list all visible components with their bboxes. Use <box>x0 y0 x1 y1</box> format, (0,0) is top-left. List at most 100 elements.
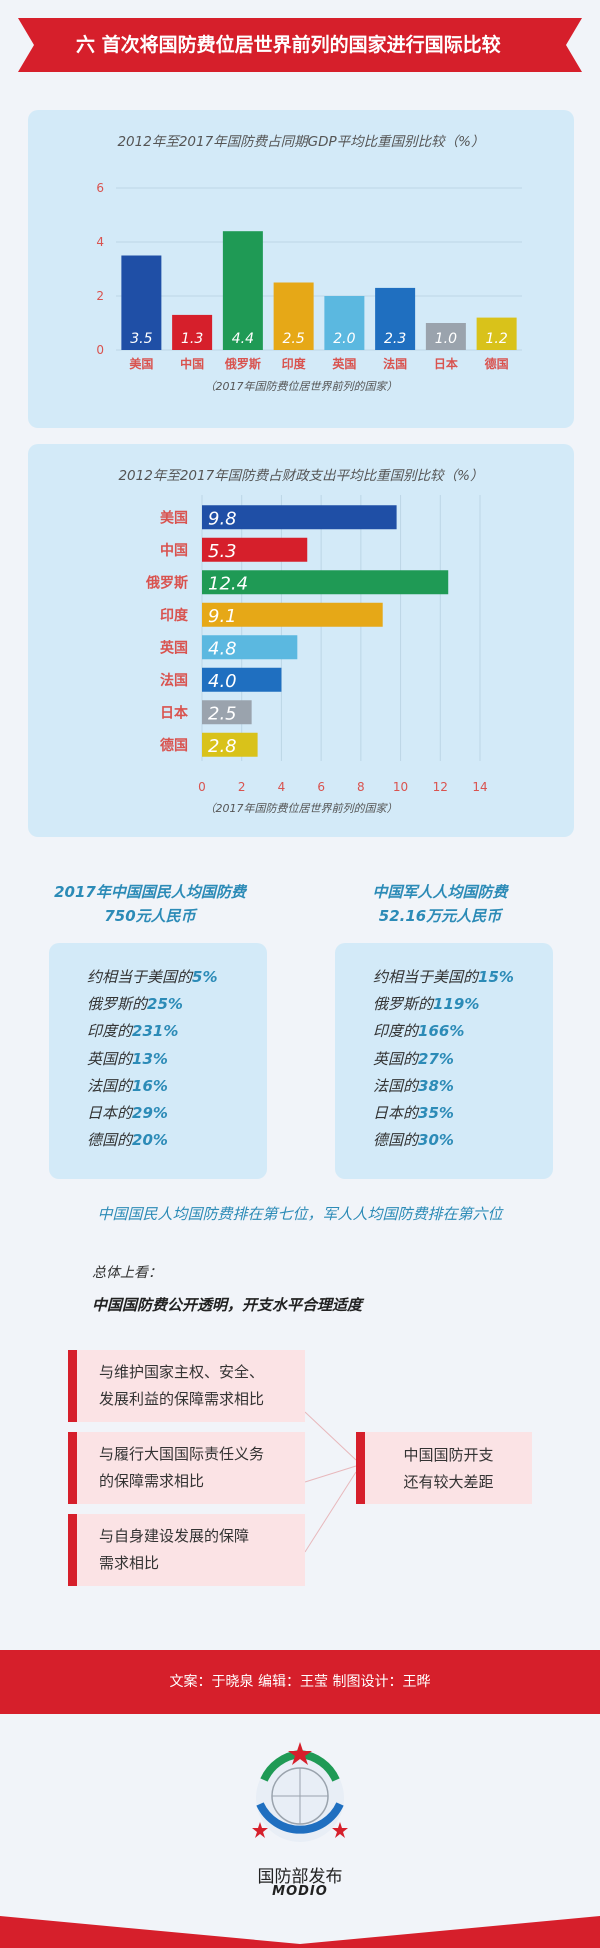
fiscal-bar <box>202 667 282 692</box>
soldier-comparison-prefix: 德国的 <box>373 1131 419 1150</box>
fiscal-bar-chart: 0 2 4 6 8 10 12 14 美国 9.8 中国 5.3 俄罗斯 12.4 印度 9.1 英国 4.8 法国… <box>145 495 488 794</box>
soldier-comparison-line: 约相当于美国的15% <box>373 966 514 987</box>
fiscal-x-tick-label: 2 <box>238 780 246 794</box>
citizen-heading-line1: 2017年中国国民人均国防费 <box>54 883 246 901</box>
citizen-comparison-prefix: 德国的 <box>87 1131 133 1150</box>
soldier-comparison-prefix: 英国的 <box>373 1049 419 1068</box>
fiscal-x-tick-label: 10 <box>393 780 408 794</box>
result-line2: 还有较大差距 <box>403 1473 494 1491</box>
citizen-heading: 2017年中国国民人均国防费 750元人民币 <box>40 880 260 928</box>
soldier-comparison-value: 30% <box>418 1131 454 1150</box>
fiscal-category-label: 日本 <box>160 704 189 721</box>
header-title: 六 首次将国防费位居世界前列的国家进行国际比较 <box>76 34 501 56</box>
gdp-y-tick-label: 0 <box>96 343 104 357</box>
citizen-comparison-line: 英国的13% <box>87 1048 168 1069</box>
citizen-comparison-value: 5% <box>192 968 218 986</box>
connector-lines <box>304 1411 357 1553</box>
comparison-box-2: 与履行大国国际责任义务 的保障需求相比 <box>68 1432 305 1504</box>
fiscal-bar-value-label: 4.0 <box>208 671 237 692</box>
result-box: 中国国防开支 还有较大差距 <box>356 1432 532 1504</box>
citizen-comparison-prefix: 俄罗斯的 <box>87 995 148 1014</box>
soldier-comparison-line: 俄罗斯的119% <box>373 993 479 1014</box>
comparison-1-line1: 与维护国家主权、安全、 <box>99 1363 265 1381</box>
comparison-box-1: 与维护国家主权、安全、 发展利益的保障需求相比 <box>68 1350 305 1422</box>
gdp-bar <box>273 282 314 350</box>
gdp-category-label: 美国 <box>129 356 153 371</box>
citizen-comparison-prefix: 法国的 <box>87 1076 133 1095</box>
citizen-comparison-value: 29% <box>132 1104 168 1122</box>
citizen-comparison-value: 231% <box>132 1022 179 1041</box>
soldier-comparison-line: 日本的35% <box>373 1102 454 1123</box>
fiscal-chart-note: （2017年国防费位居世界前列的国家） <box>204 802 398 815</box>
gdp-chart-panel: 2012年至2017年国防费占同期GDP平均比重国别比较（%） 0 2 4 6 3.5 美… <box>28 110 574 428</box>
gdp-y-tick-label: 6 <box>96 181 104 195</box>
fiscal-bar-value-label: 12.4 <box>208 573 248 594</box>
comparison-1-line2: 发展利益的保障需求相比 <box>99 1390 265 1408</box>
footer-band <box>0 1650 600 1714</box>
citizen-comparison-prefix: 英国的 <box>87 1049 133 1068</box>
fiscal-chart-title: 2012年至2017年国防费占财政支出平均比重国别比较（%） <box>118 468 484 484</box>
gdp-category-label: 俄罗斯 <box>224 356 261 371</box>
rank-note: 中国国民人均国防费排在第七位，军人人均国防费排在第六位 <box>97 1205 503 1223</box>
citizen-comparison-line: 法国的16% <box>87 1075 168 1096</box>
comparison-3-line1: 与自身建设发展的保障 <box>99 1527 250 1545</box>
fiscal-bar-value-label: 4.8 <box>208 638 237 659</box>
gdp-y-tick-label: 4 <box>96 235 104 249</box>
fiscal-bar <box>202 700 252 725</box>
gdp-bar-value-label: 1.3 <box>181 331 203 347</box>
gdp-category-label: 中国 <box>180 356 204 371</box>
citizen-comparison-prefix: 约相当于美国的 <box>87 968 193 986</box>
citizen-comparison-value: 25% <box>147 995 183 1014</box>
gdp-category-label: 法国 <box>383 356 407 371</box>
soldier-comparison-prefix: 印度的 <box>373 1022 419 1041</box>
bottom-ribbon <box>0 1916 600 1948</box>
summary-main: 中国国防费公开透明，开支水平合理适度 <box>92 1296 363 1314</box>
gdp-bar <box>324 296 365 350</box>
fiscal-category-label: 印度 <box>160 607 189 624</box>
gdp-chart-title: 2012年至2017年国防费占同期GDP平均比重国别比较（%） <box>117 134 485 150</box>
soldier-comparison-value: 166% <box>418 1022 465 1041</box>
gdp-category-label: 印度 <box>282 356 307 371</box>
fiscal-x-tick-label: 8 <box>357 780 365 794</box>
fiscal-category-label: 俄罗斯 <box>145 574 188 591</box>
fiscal-category-label: 中国 <box>160 542 188 559</box>
fiscal-bar-value-label: 5.3 <box>208 541 237 562</box>
gdp-bar-value-label: 3.5 <box>130 331 152 347</box>
citizen-heading-line2: 750元人民币 <box>104 907 196 925</box>
soldier-comparison-value: 15% <box>478 968 514 986</box>
result-line1: 中国国防开支 <box>403 1446 494 1464</box>
citizen-comparison-line: 印度的231% <box>87 1020 178 1041</box>
citizen-comparison-prefix: 日本的 <box>87 1104 133 1122</box>
gdp-bar-chart: 0 2 4 6 3.5 美国 1.3 中国 4.4 俄罗斯 2.5 印度 2.0 英国 2.3 法国 1.0 日本… <box>96 181 522 371</box>
soldier-comparison-prefix: 俄罗斯的 <box>373 995 434 1014</box>
fiscal-bar <box>202 635 298 660</box>
gdp-bar-value-label: 4.4 <box>232 331 254 347</box>
gdp-bar <box>425 323 466 350</box>
fiscal-bar <box>202 732 258 757</box>
fiscal-x-tick-label: 14 <box>472 780 487 794</box>
comparison-3-line2: 需求相比 <box>99 1554 160 1572</box>
fiscal-category-label: 美国 <box>160 509 188 526</box>
header-ribbon <box>18 18 582 72</box>
soldier-comparison-prefix: 法国的 <box>373 1076 419 1095</box>
soldier-comparison-value: 119% <box>433 995 480 1014</box>
gdp-bar-value-label: 1.2 <box>485 331 507 347</box>
gdp-bar-value-label: 2.5 <box>282 331 304 347</box>
fiscal-bar-value-label: 2.5 <box>208 703 237 724</box>
gdp-category-label: 英国 <box>332 356 356 371</box>
section-header: 六 首次将国防费位居世界前列的国家进行国际比较 <box>18 18 582 72</box>
comparison-box-3: 与自身建设发展的保障 需求相比 <box>68 1514 305 1586</box>
fiscal-bar-value-label: 2.8 <box>208 736 237 757</box>
citizen-comparison-line: 德国的20% <box>87 1129 168 1150</box>
ministry-emblem-icon <box>252 1742 348 1842</box>
gdp-bar <box>476 317 517 350</box>
citizen-comparison-line: 日本的29% <box>87 1102 168 1123</box>
gdp-bar-value-label: 2.3 <box>384 331 406 347</box>
fiscal-x-tick-label: 6 <box>317 780 325 794</box>
gdp-category-label: 日本 <box>434 356 458 371</box>
fiscal-x-tick-label: 12 <box>433 780 448 794</box>
fiscal-category-label: 德国 <box>160 737 188 754</box>
summary-label: 总体上看： <box>92 1265 162 1281</box>
fiscal-category-label: 法国 <box>160 672 188 689</box>
citizen-comparison-line: 约相当于美国的5% <box>87 966 217 987</box>
